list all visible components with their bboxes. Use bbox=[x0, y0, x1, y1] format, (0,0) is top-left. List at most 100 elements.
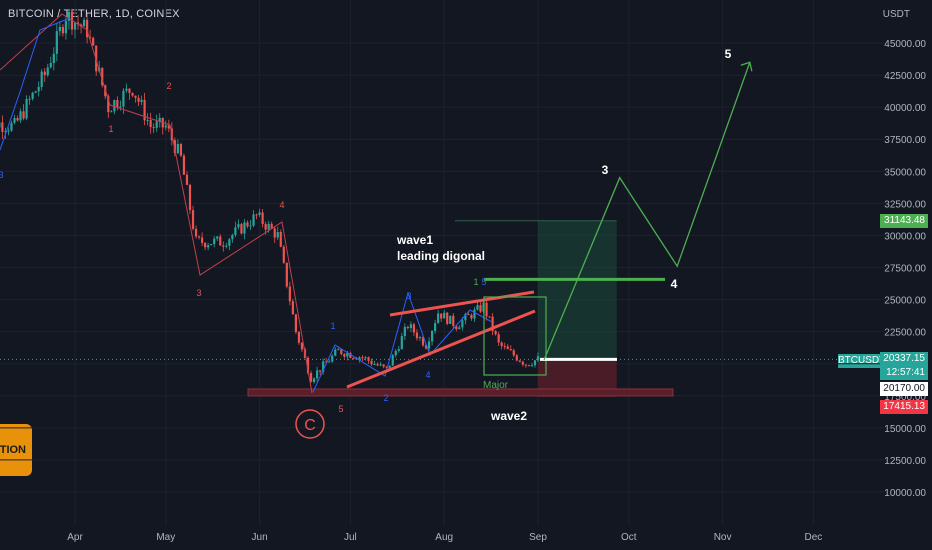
time-tick-label: Oct bbox=[621, 532, 637, 543]
candle-body bbox=[527, 365, 531, 367]
candle-body bbox=[76, 22, 80, 25]
wave-number-label: 4 bbox=[279, 200, 284, 210]
candle-body bbox=[22, 111, 25, 119]
candle-body bbox=[458, 327, 461, 330]
candle-body bbox=[415, 332, 419, 339]
candle-body bbox=[382, 364, 385, 367]
candle-body bbox=[533, 360, 537, 366]
price-tick-label: 27500.00 bbox=[884, 264, 926, 275]
candle-body bbox=[449, 315, 452, 324]
wave-number-label: 4 bbox=[425, 370, 430, 380]
diagonal-upper-line bbox=[389, 290, 535, 317]
candle-body bbox=[167, 125, 170, 129]
candle-body bbox=[285, 262, 288, 287]
candle-body bbox=[82, 19, 86, 27]
candle-body bbox=[343, 354, 346, 357]
candle-body bbox=[1, 122, 4, 132]
time-tick-label: Dec bbox=[804, 532, 822, 543]
time-tick-label: Sep bbox=[529, 532, 547, 543]
candle-body bbox=[146, 119, 149, 121]
wave-number-label: 2 bbox=[383, 393, 388, 403]
candle-body bbox=[364, 357, 367, 359]
candle-body bbox=[346, 352, 349, 357]
candle-body bbox=[367, 357, 370, 361]
candle-body bbox=[79, 24, 83, 27]
candle-body bbox=[331, 355, 334, 362]
candle-body bbox=[488, 316, 491, 318]
candle-body bbox=[276, 232, 279, 238]
candle-body bbox=[110, 111, 113, 113]
circle-c-label: C bbox=[304, 417, 316, 434]
candle-body bbox=[530, 365, 534, 367]
candle-body bbox=[37, 86, 40, 92]
time-tick-label: Aug bbox=[435, 532, 453, 543]
candle-body bbox=[300, 342, 304, 350]
candle-body bbox=[10, 122, 13, 131]
candle-body bbox=[122, 90, 125, 107]
candle-body bbox=[107, 96, 110, 112]
side-banner[interactable]: TION bbox=[0, 424, 32, 476]
candle-body bbox=[64, 20, 68, 34]
wave-number-label: 1 bbox=[330, 321, 335, 331]
candle-body bbox=[194, 228, 198, 237]
chart-symbol-title: BITCOIN / TETHER, 1D, COINEX bbox=[8, 8, 180, 20]
wave2-label: wave2 bbox=[490, 409, 527, 423]
candle-body bbox=[437, 313, 440, 324]
candle-body bbox=[191, 210, 195, 229]
candle-body bbox=[131, 92, 134, 96]
candle-body bbox=[101, 67, 104, 86]
candle-body bbox=[279, 232, 282, 247]
candle-body bbox=[4, 131, 7, 133]
last-price-badge: 20337.15 bbox=[880, 352, 928, 367]
candle-body bbox=[43, 71, 46, 76]
wave-number-label: 1 bbox=[473, 277, 478, 287]
wave-zigzag-red bbox=[0, 13, 313, 394]
candle-body bbox=[352, 357, 355, 359]
candle-body bbox=[143, 99, 146, 121]
candle-body bbox=[176, 144, 179, 154]
candle-body bbox=[273, 228, 276, 238]
candle-body bbox=[446, 312, 449, 324]
candle-body bbox=[179, 144, 183, 156]
candle-body bbox=[509, 349, 512, 351]
price-tick-label: 30000.00 bbox=[884, 231, 926, 242]
wave-number-label: 5 bbox=[338, 404, 343, 414]
candle-body bbox=[485, 302, 488, 317]
price-tick-label: 35000.00 bbox=[884, 167, 926, 178]
candle-body bbox=[391, 355, 394, 366]
candle-body bbox=[225, 245, 228, 247]
candle-body bbox=[521, 361, 524, 365]
wave1-subtitle: leading digonal bbox=[397, 249, 485, 263]
price-tick-label: 22500.00 bbox=[884, 328, 926, 339]
candle-body bbox=[340, 349, 343, 355]
candle-body bbox=[500, 342, 503, 347]
candle-body bbox=[418, 337, 422, 339]
candle-body bbox=[376, 364, 379, 366]
candle-body bbox=[58, 26, 61, 32]
candle-body bbox=[476, 305, 479, 310]
candle-body bbox=[31, 92, 34, 99]
candle-body bbox=[385, 366, 388, 368]
candle-body bbox=[200, 237, 204, 243]
candle-body bbox=[67, 11, 71, 21]
price-tick-label: 25000.00 bbox=[884, 296, 926, 307]
candle-body bbox=[470, 314, 473, 319]
time-tick-label: Jun bbox=[252, 532, 268, 543]
wave4-target-label: 4 bbox=[671, 277, 678, 291]
candle-body bbox=[467, 314, 470, 316]
price-tick-label: 12500.00 bbox=[884, 456, 926, 467]
candle-body bbox=[55, 31, 58, 54]
candle-body bbox=[503, 346, 506, 348]
wave-number-label: 2 bbox=[166, 81, 171, 91]
candle-body bbox=[430, 331, 434, 342]
support-band bbox=[247, 388, 674, 397]
wave3-target-label: 3 bbox=[602, 163, 609, 177]
candle-body bbox=[137, 97, 140, 102]
symbol-badge: BTCUSDT bbox=[838, 354, 886, 368]
price-tick-label: 15000.00 bbox=[884, 424, 926, 435]
candle-body bbox=[270, 223, 273, 229]
wave-zigzag-blue-early bbox=[0, 17, 71, 151]
candle-body bbox=[427, 341, 431, 349]
price-tick-label: 32500.00 bbox=[884, 199, 926, 210]
